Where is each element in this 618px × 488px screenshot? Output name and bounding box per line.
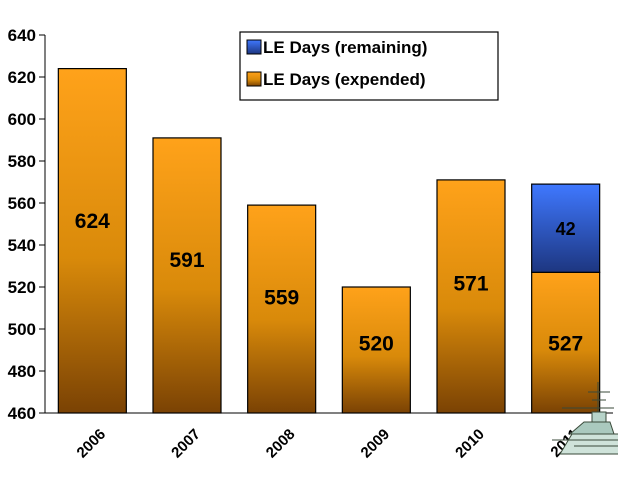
legend-swatch-remaining <box>246 39 262 55</box>
legend-box <box>239 31 499 101</box>
bar-expended-2009 <box>341 286 411 414</box>
data-label-remaining-2011: 42 <box>556 219 576 239</box>
y-tick-label: 540 <box>8 236 36 255</box>
y-tick-label: 600 <box>8 110 36 129</box>
legend-swatch-expended <box>246 71 262 87</box>
bars: 624 591 559 520 571 527 42 <box>57 67 601 414</box>
y-tick-label: 480 <box>8 362 36 381</box>
ship-icon <box>552 382 618 455</box>
legend: LE Days (remaining) LE Days (expended) <box>239 31 499 101</box>
bar-expended-2007 <box>152 137 222 414</box>
y-tick-label: 560 <box>8 194 36 213</box>
data-label-expended-2007: 591 <box>169 249 204 272</box>
legend-label-remaining: LE Days (remaining) <box>263 38 427 57</box>
x-tick-label-2007: 2007 <box>168 426 204 462</box>
bar-expended-2011 <box>531 271 601 414</box>
x-tick-label-2006: 2006 <box>74 426 110 462</box>
data-label-expended-2009: 520 <box>359 332 394 355</box>
y-tick-label: 460 <box>8 404 36 423</box>
x-tick-label-2009: 2009 <box>358 426 394 462</box>
bar-expended-2010 <box>436 179 506 414</box>
data-label-expended-2008: 559 <box>264 287 299 310</box>
y-axis: 460 480 500 520 540 560 580 600 620 640 <box>8 26 46 423</box>
bar-expended-2006 <box>57 67 127 414</box>
bar-remaining-2011 <box>531 183 601 273</box>
legend-label-expended: LE Days (expended) <box>263 70 426 89</box>
y-tick-label: 520 <box>8 278 36 297</box>
y-tick-label: 500 <box>8 320 36 339</box>
y-tick-label: 620 <box>8 68 36 87</box>
data-label-expended-2011: 527 <box>548 333 583 356</box>
y-tick-label: 580 <box>8 152 36 171</box>
x-axis: 2006 2007 2008 2009 2010 2011 <box>45 412 613 462</box>
x-tick-label-2010: 2010 <box>452 426 488 462</box>
x-tick-label-2008: 2008 <box>263 426 299 462</box>
bar-expended-2008 <box>247 204 317 414</box>
data-label-expended-2006: 624 <box>75 210 110 233</box>
y-tick-label: 640 <box>8 26 36 45</box>
data-label-expended-2010: 571 <box>453 272 488 295</box>
